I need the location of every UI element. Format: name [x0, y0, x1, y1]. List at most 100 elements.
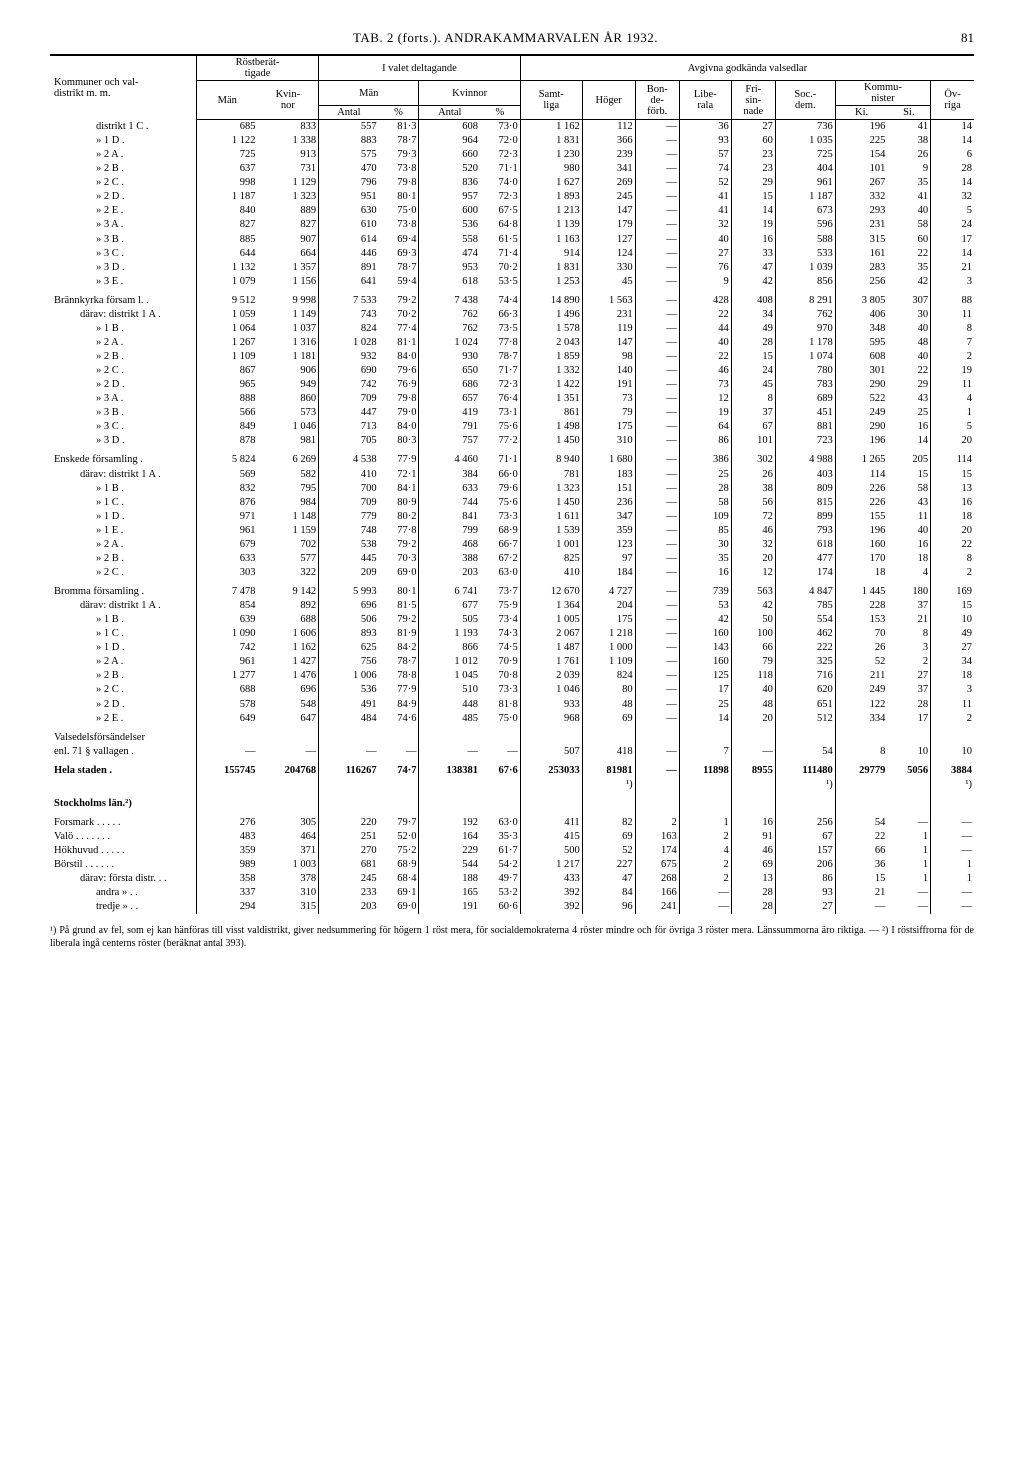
cell: 1 090: [197, 627, 258, 641]
table-head: Kommuner och val- distrikt m. m. Röstber…: [50, 55, 974, 120]
cell: 36: [835, 858, 887, 872]
cell: 650: [419, 364, 480, 378]
cell: 14: [931, 134, 974, 148]
cell: 742: [319, 378, 379, 392]
cell: 415: [520, 830, 582, 844]
cell: —: [635, 392, 679, 406]
table-row: » 3 B .88590761469·455861·51 163127—4016…: [50, 233, 974, 247]
cell: 138381: [419, 759, 480, 778]
cell: 227: [582, 858, 635, 872]
cell: 17: [887, 712, 930, 726]
cell: 101: [731, 434, 775, 448]
cell: 1 445: [835, 580, 887, 599]
cell: 447: [319, 406, 379, 420]
cell: 1 074: [775, 350, 835, 364]
cell: 964: [419, 134, 480, 148]
cell: 204: [582, 599, 635, 613]
cell: 81·8: [480, 698, 520, 712]
cell: 60·6: [480, 900, 520, 914]
cell: 860: [258, 392, 319, 406]
cell: 1 149: [258, 308, 319, 322]
cell: 17: [931, 233, 974, 247]
cell: 41: [679, 204, 731, 218]
cell: 91: [731, 830, 775, 844]
cell: 45: [731, 378, 775, 392]
cell: 4 727: [582, 580, 635, 599]
cell: [731, 792, 775, 811]
cell: 184: [582, 566, 635, 580]
cell: 79: [731, 655, 775, 669]
cell: 43: [887, 392, 930, 406]
cell: —: [635, 641, 679, 655]
th-bonde: Bon- de- förb.: [635, 81, 679, 120]
table-row: » 2 C .86790669079·665071·71 332140—4624…: [50, 364, 974, 378]
cell: 124: [582, 247, 635, 261]
cell: 72·0: [480, 134, 520, 148]
cell: 11898: [679, 759, 731, 778]
cell: 73·0: [480, 120, 520, 135]
table-row: » 2 A .67970253879·246866·71 001123—3032…: [50, 538, 974, 552]
cell: 1 351: [520, 392, 582, 406]
cell: 411: [520, 811, 582, 830]
cell: 66·0: [480, 468, 520, 482]
cell: 188: [419, 872, 480, 886]
cell: 1 323: [258, 190, 319, 204]
cell: 1 213: [520, 204, 582, 218]
cell: 15: [731, 190, 775, 204]
cell: —: [635, 261, 679, 275]
cell: —: [635, 204, 679, 218]
cell: 14: [931, 120, 974, 135]
th-man: Män: [197, 81, 258, 120]
cell: 649: [197, 712, 258, 726]
cell: 93: [679, 134, 731, 148]
cell: 809: [775, 482, 835, 496]
cell: 893: [319, 627, 379, 641]
cell: 21: [835, 886, 887, 900]
table-row: » 1 D .7421 16262584·286674·51 4871 000—…: [50, 641, 974, 655]
cell: —: [635, 233, 679, 247]
th-antal1: Antal: [319, 106, 379, 120]
cell: 1 364: [520, 599, 582, 613]
cell: 392: [520, 886, 582, 900]
cell: 73: [582, 392, 635, 406]
cell: 1 039: [775, 261, 835, 275]
cell: 337: [197, 886, 258, 900]
cell: 17: [679, 683, 731, 697]
cell: 14: [887, 434, 930, 448]
th-fri: Fri- sin- nade: [731, 81, 775, 120]
row-label: » 3 B .: [50, 406, 197, 420]
cell: 45: [582, 275, 635, 289]
cell: 675: [635, 858, 679, 872]
cell: 410: [319, 468, 379, 482]
cell: 32: [679, 218, 731, 232]
cell: 791: [419, 420, 480, 434]
cell: 76·9: [379, 378, 419, 392]
cell: 866: [419, 641, 480, 655]
cell: 1 005: [520, 613, 582, 627]
cell: 13: [731, 872, 775, 886]
table-row: Hela staden .15574520476811626774·713838…: [50, 759, 974, 778]
cell: 10: [931, 745, 974, 759]
cell: 226: [835, 482, 887, 496]
table-row: därav: distrikt 1 A .1 0591 14974370·276…: [50, 308, 974, 322]
cell: 58: [887, 218, 930, 232]
cell: 70·8: [480, 669, 520, 683]
cell: 72·3: [480, 378, 520, 392]
cell: 27: [679, 247, 731, 261]
cell: 71·1: [480, 448, 520, 467]
row-label: » 2 D .: [50, 698, 197, 712]
cell: —: [635, 420, 679, 434]
cell: 885: [197, 233, 258, 247]
row-label: » 2 B .: [50, 350, 197, 364]
cell: 253033: [520, 759, 582, 778]
cell: 69·1: [379, 886, 419, 900]
cell: 9: [887, 162, 930, 176]
cell: 795: [258, 482, 319, 496]
cell: 78·7: [480, 350, 520, 364]
cell: 249: [835, 406, 887, 420]
row-label: » 3 A .: [50, 392, 197, 406]
cell: 58: [887, 482, 930, 496]
cell: 26: [887, 148, 930, 162]
cell: 618: [775, 538, 835, 552]
cell: 78·7: [379, 261, 419, 275]
